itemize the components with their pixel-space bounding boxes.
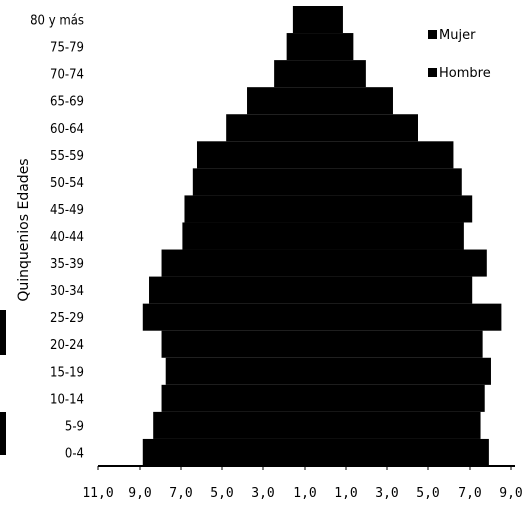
bar-mujer-30-34 bbox=[149, 276, 320, 304]
bar-hombre-65-69 bbox=[320, 87, 393, 115]
bar-hombre-30-34 bbox=[320, 276, 473, 304]
bar-mujer-20-24 bbox=[161, 330, 320, 358]
y-tick-label: 25-29 bbox=[50, 311, 84, 326]
x-tick-labels: 11,0 9,0 7,0 5,0 3,0 1,0 1,0 3,0 5,0 7,0 9,0 bbox=[82, 486, 522, 501]
x-tick-label: 1,0 bbox=[293, 486, 316, 501]
bar-mujer-50-54 bbox=[192, 168, 320, 196]
x-tick-label: 5,0 bbox=[416, 486, 439, 501]
bar-mujer-40-44 bbox=[182, 222, 320, 250]
y-tick-label: 35-39 bbox=[50, 257, 84, 272]
y-tick-label: 15-19 bbox=[50, 365, 84, 380]
y-tick-label: 65-69 bbox=[50, 95, 84, 110]
y-tick-label: 45-49 bbox=[50, 203, 84, 218]
bar-hombre-55-59 bbox=[320, 141, 454, 169]
bar-hombre-40-44 bbox=[320, 222, 464, 250]
y-tick-labels: 0-4 5-9 10-14 15-19 20-24 25-29 30-34 35-39 40-4… bbox=[30, 14, 84, 462]
y-tick-label: 5-9 bbox=[65, 419, 84, 434]
x-tick-label: 3,0 bbox=[251, 486, 274, 501]
y-tick-label: 30-34 bbox=[50, 284, 84, 299]
bar-mujer-35-39 bbox=[161, 249, 320, 277]
x-axis bbox=[97, 465, 515, 470]
x-tick-label: 7,0 bbox=[169, 486, 192, 501]
scan-artifacts bbox=[0, 310, 6, 455]
y-tick-label: 40-44 bbox=[50, 230, 84, 245]
bar-mujer-15-19 bbox=[165, 357, 320, 385]
bar-hombre-60-64 bbox=[320, 114, 418, 142]
bar-hombre-80-y-más bbox=[320, 6, 343, 34]
bar-mujer-80-y-más bbox=[292, 6, 320, 34]
y-tick-label: 20-24 bbox=[50, 338, 84, 353]
bar-mujer-0-4 bbox=[142, 438, 320, 466]
y-tick-label: 50-54 bbox=[50, 176, 84, 191]
bar-mujer-60-64 bbox=[226, 114, 320, 142]
bar-mujer-45-49 bbox=[184, 195, 320, 223]
x-tick-label: 5,0 bbox=[210, 486, 233, 501]
bar-mujer-25-29 bbox=[142, 303, 320, 331]
y-tick-label: 0-4 bbox=[65, 446, 84, 461]
x-tick-label: 9,0 bbox=[128, 486, 151, 501]
bar-hombre-5-9 bbox=[320, 411, 481, 439]
y-tick-label: 10-14 bbox=[50, 392, 84, 407]
y-tick-label: 70-74 bbox=[50, 68, 84, 83]
x-tick-label: 3,0 bbox=[375, 486, 398, 501]
bar-hombre-35-39 bbox=[320, 249, 487, 277]
bar-mujer-55-59 bbox=[196, 141, 320, 169]
bar-hombre-75-79 bbox=[320, 33, 354, 61]
x-tick-label: 9,0 bbox=[499, 486, 522, 501]
legend: Mujer Hombre bbox=[428, 28, 491, 81]
legend-label-mujer: Mujer bbox=[439, 28, 476, 43]
y-tick-label: 80 y más bbox=[30, 14, 84, 29]
bar-hombre-15-19 bbox=[320, 357, 491, 385]
bar-hombre-45-49 bbox=[320, 195, 473, 223]
x-tick-label: 11,0 bbox=[82, 486, 113, 501]
bar-mujer-5-9 bbox=[153, 411, 320, 439]
legend-swatch-mujer bbox=[428, 30, 437, 39]
bar-hombre-0-4 bbox=[320, 438, 489, 466]
legend-swatch-hombre bbox=[428, 68, 437, 77]
y-axis-label: Quinquenios Edades bbox=[16, 158, 32, 301]
legend-label-hombre: Hombre bbox=[439, 66, 491, 81]
bar-hombre-25-29 bbox=[320, 303, 502, 331]
bar-mujer-70-74 bbox=[274, 60, 320, 88]
bar-hombre-10-14 bbox=[320, 384, 485, 412]
bar-hombre-70-74 bbox=[320, 60, 366, 88]
y-tick-label: 60-64 bbox=[50, 122, 84, 137]
bar-mujer-75-79 bbox=[286, 33, 320, 61]
x-tick-label: 1,0 bbox=[334, 486, 357, 501]
bars-group bbox=[142, 6, 502, 466]
bar-hombre-50-54 bbox=[320, 168, 462, 196]
bar-mujer-10-14 bbox=[161, 384, 320, 412]
bar-mujer-65-69 bbox=[247, 87, 320, 115]
y-tick-label: 55-59 bbox=[50, 149, 84, 164]
bar-hombre-20-24 bbox=[320, 330, 483, 358]
y-tick-label: 75-79 bbox=[50, 41, 84, 56]
x-tick-label: 7,0 bbox=[458, 486, 481, 501]
